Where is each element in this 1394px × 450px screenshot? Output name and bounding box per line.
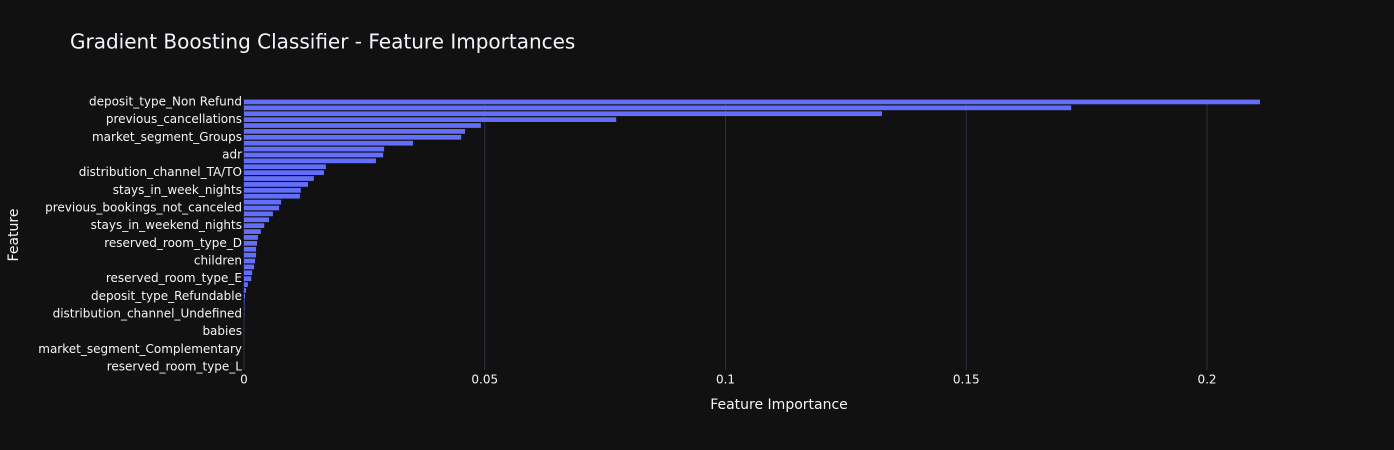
bar (244, 235, 258, 240)
bar (244, 294, 245, 299)
bar (244, 146, 385, 152)
bar (244, 288, 246, 293)
y-tick-label: distribution_channel_TA/TO (79, 165, 242, 179)
y-tick-label: stays_in_week_nights (113, 183, 242, 197)
bar (244, 111, 882, 117)
x-tick-label: 0.05 (471, 373, 498, 387)
bar (244, 205, 280, 211)
bar (244, 282, 248, 287)
bar (244, 158, 376, 164)
bar (244, 140, 414, 146)
bar (244, 176, 314, 181)
bar (244, 211, 273, 217)
y-tick-label: reserved_room_type_D (104, 236, 242, 250)
chart-title: Gradient Boosting Classifier - Feature I… (70, 30, 575, 54)
y-tick-label: babies (202, 324, 242, 338)
y-tick-label: stays_in_weekend_nights (91, 218, 242, 232)
bar (244, 117, 617, 122)
bar (244, 199, 282, 205)
bar (244, 164, 326, 170)
x-tick-label: 0.2 (1197, 373, 1216, 387)
bar (244, 187, 301, 193)
x-tick-label: 0.1 (716, 373, 735, 387)
bar (244, 134, 462, 140)
bar (244, 217, 270, 223)
bar (244, 252, 257, 258)
y-tick-label: reserved_room_type_E (106, 271, 242, 285)
y-tick-label: distribution_channel_Undefined (53, 307, 242, 321)
y-tick-label: deposit_type_Refundable (91, 289, 242, 303)
y-tick-label: market_segment_Complementary (38, 342, 242, 356)
bar (244, 229, 261, 234)
bar (244, 123, 481, 128)
y-tick-label: deposit_type_Non Refund (89, 94, 242, 108)
bar (244, 223, 265, 229)
bar (244, 99, 1260, 105)
y-tick-label: previous_bookings_not_canceled (45, 200, 242, 214)
x-tick-label: 0 (240, 373, 248, 387)
bar (244, 264, 255, 270)
x-tick-label: 0.15 (953, 373, 980, 387)
bar (244, 182, 309, 187)
bar (244, 152, 384, 158)
bar (244, 240, 258, 246)
bar (244, 258, 256, 264)
bar (244, 129, 466, 134)
y-tick-label: market_segment_Groups (92, 130, 242, 144)
y-tick-label: previous_cancellations (106, 112, 242, 126)
bar (244, 170, 324, 175)
y-axis-title: Feature (6, 209, 22, 262)
x-axis-title: Feature Importance (710, 397, 848, 413)
bar (244, 246, 257, 252)
y-tick-label: adr (222, 147, 242, 161)
bar (244, 270, 253, 276)
y-tick-label: children (194, 254, 242, 268)
bar (244, 276, 252, 282)
bar (244, 105, 1072, 111)
y-tick-label: reserved_room_type_L (107, 360, 243, 374)
bar (244, 193, 300, 199)
